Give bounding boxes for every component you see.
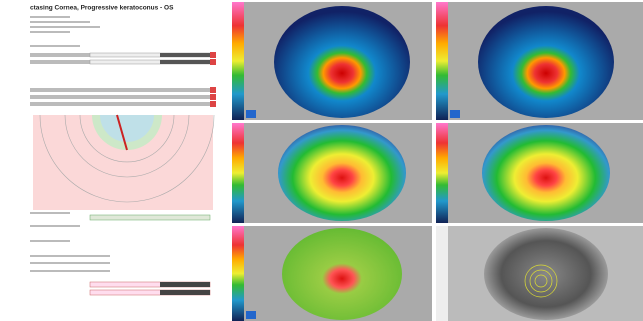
- status-bars: [89, 52, 216, 296]
- maps: [232, 2, 643, 321]
- title: ctasing Cornea, Progressive keratoconus …: [30, 5, 174, 12]
- polar-plot: [33, 114, 215, 210]
